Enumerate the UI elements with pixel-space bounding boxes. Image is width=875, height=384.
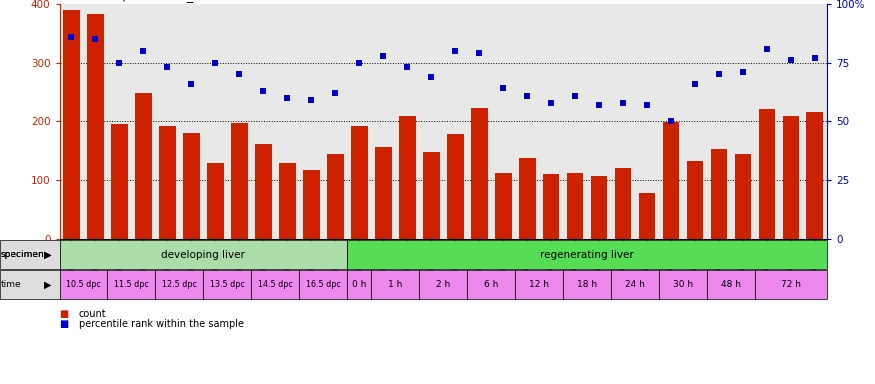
- Bar: [183, 132, 200, 239]
- Bar: [303, 170, 319, 239]
- Text: 24 h: 24 h: [625, 280, 645, 289]
- Point: [808, 55, 822, 61]
- Bar: [567, 172, 584, 239]
- Point: [280, 95, 294, 101]
- Bar: [494, 172, 512, 239]
- Point: [233, 71, 247, 78]
- Point: [592, 102, 606, 108]
- Text: developing liver: developing liver: [162, 250, 245, 260]
- Bar: [782, 116, 799, 239]
- Point: [256, 88, 270, 94]
- Text: 2 h: 2 h: [436, 280, 451, 289]
- Bar: [159, 126, 176, 239]
- Point: [328, 90, 342, 96]
- Text: 16.5 dpc: 16.5 dpc: [306, 280, 340, 289]
- Bar: [374, 147, 392, 239]
- Point: [424, 74, 438, 80]
- Point: [736, 69, 750, 75]
- Bar: [807, 112, 823, 239]
- Point: [400, 64, 414, 70]
- Point: [304, 97, 318, 103]
- Bar: [710, 149, 727, 239]
- Bar: [423, 152, 439, 239]
- Point: [376, 53, 390, 59]
- Bar: [759, 109, 775, 239]
- Text: 72 h: 72 h: [780, 280, 801, 289]
- Bar: [207, 162, 224, 239]
- Bar: [63, 10, 80, 239]
- Text: specimen: specimen: [1, 250, 45, 259]
- Text: ■: ■: [60, 309, 69, 319]
- Point: [520, 93, 534, 99]
- Bar: [255, 144, 272, 239]
- Point: [448, 48, 462, 54]
- Point: [712, 71, 726, 78]
- Text: 30 h: 30 h: [673, 280, 693, 289]
- Text: regenerating liver: regenerating liver: [540, 250, 634, 260]
- Bar: [279, 162, 296, 239]
- Point: [664, 118, 678, 124]
- Text: count: count: [79, 309, 107, 319]
- Bar: [88, 14, 104, 239]
- Text: 12 h: 12 h: [529, 280, 550, 289]
- Text: specimen: specimen: [1, 250, 45, 259]
- Point: [688, 81, 702, 87]
- Text: ▶: ▶: [44, 250, 51, 260]
- Bar: [687, 161, 704, 239]
- Point: [353, 60, 367, 66]
- Point: [544, 99, 558, 106]
- Bar: [447, 134, 464, 239]
- Point: [88, 36, 102, 42]
- Bar: [471, 109, 487, 239]
- Point: [136, 48, 150, 54]
- Bar: [734, 154, 752, 239]
- Point: [160, 64, 174, 70]
- Point: [640, 102, 654, 108]
- Bar: [327, 154, 344, 239]
- Bar: [639, 192, 655, 239]
- Text: 6 h: 6 h: [484, 280, 499, 289]
- Text: 14.5 dpc: 14.5 dpc: [258, 280, 293, 289]
- Bar: [542, 174, 559, 239]
- Bar: [662, 122, 679, 239]
- Bar: [351, 126, 367, 239]
- Point: [473, 50, 487, 56]
- Point: [760, 45, 774, 51]
- Point: [113, 60, 127, 66]
- Point: [65, 34, 79, 40]
- Bar: [135, 93, 152, 239]
- Text: 1 h: 1 h: [388, 280, 402, 289]
- Point: [496, 85, 510, 91]
- Text: ■: ■: [60, 319, 69, 329]
- Point: [784, 57, 798, 63]
- Bar: [399, 116, 416, 239]
- Bar: [614, 169, 632, 239]
- Text: ▶: ▶: [44, 280, 51, 290]
- Text: GDS2577 / 1426782_at: GDS2577 / 1426782_at: [60, 0, 206, 2]
- Text: percentile rank within the sample: percentile rank within the sample: [79, 319, 244, 329]
- Text: ▶: ▶: [44, 250, 51, 260]
- Text: 13.5 dpc: 13.5 dpc: [210, 280, 245, 289]
- Point: [616, 99, 630, 106]
- Point: [568, 93, 582, 99]
- Bar: [111, 124, 128, 239]
- Text: 0 h: 0 h: [352, 280, 367, 289]
- Text: 48 h: 48 h: [721, 280, 741, 289]
- Bar: [591, 175, 607, 239]
- Text: 10.5 dpc: 10.5 dpc: [66, 280, 101, 289]
- Point: [185, 81, 199, 87]
- Text: time: time: [1, 280, 22, 289]
- Text: 11.5 dpc: 11.5 dpc: [114, 280, 149, 289]
- Point: [208, 60, 222, 66]
- Bar: [231, 123, 248, 239]
- Bar: [519, 159, 536, 239]
- Text: 18 h: 18 h: [577, 280, 597, 289]
- Text: 12.5 dpc: 12.5 dpc: [162, 280, 197, 289]
